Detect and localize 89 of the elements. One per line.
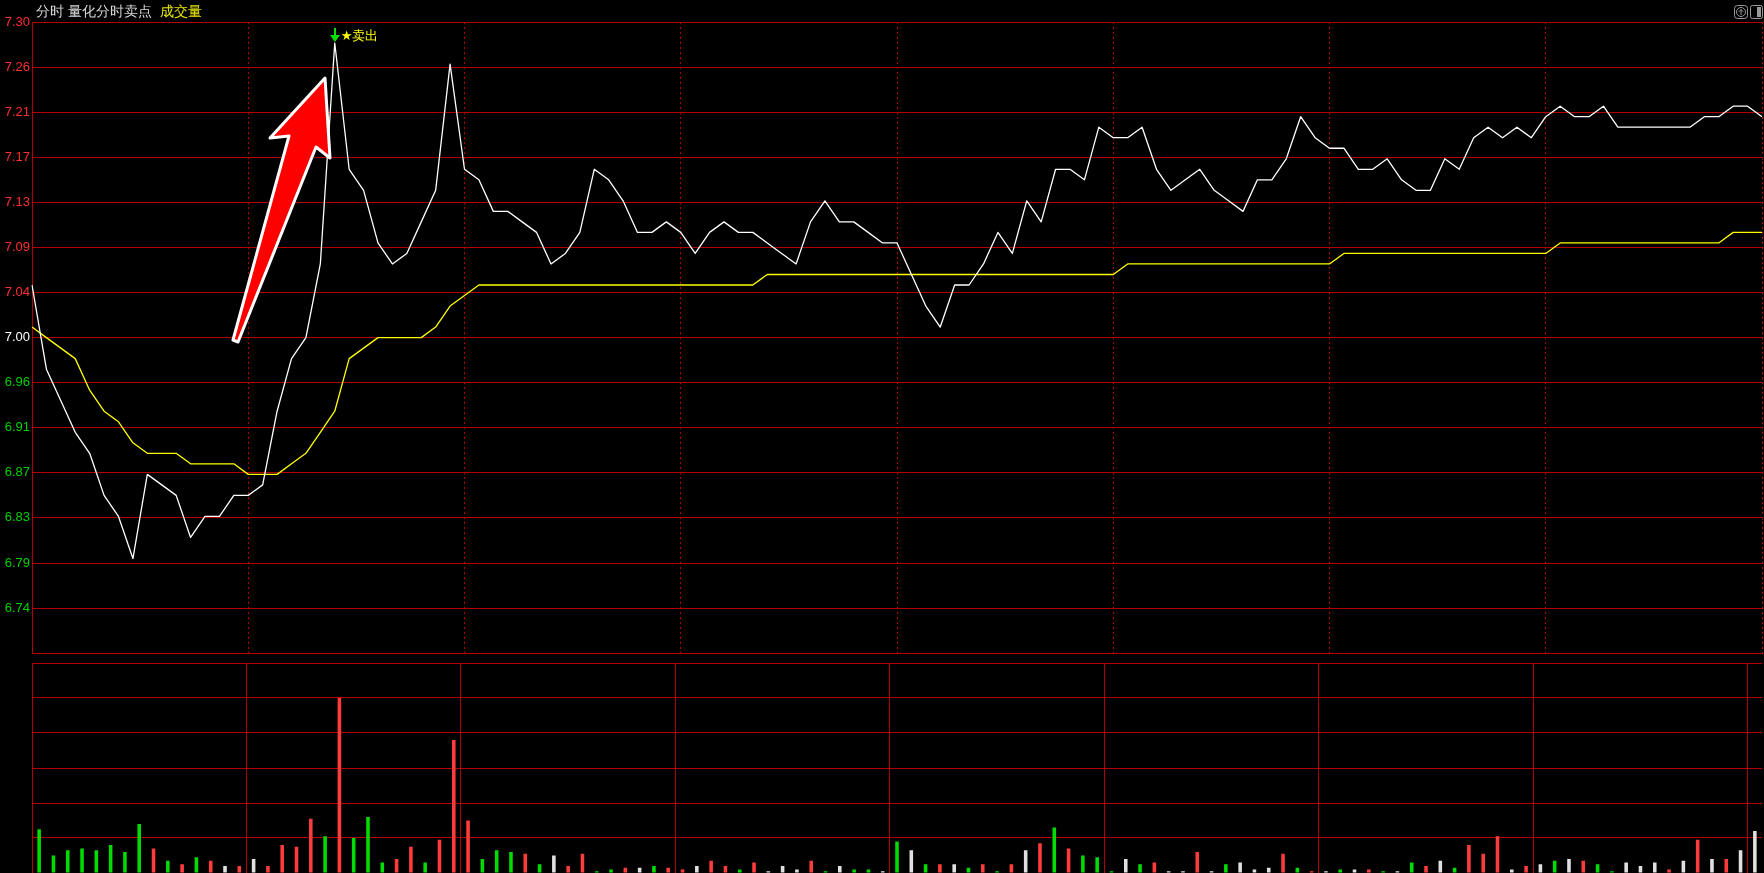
bar bbox=[80, 848, 84, 873]
chart-subtitle: 成交量 bbox=[160, 3, 202, 21]
bar bbox=[323, 836, 327, 873]
y-tick-label: 6.91 bbox=[4, 419, 30, 435]
bar bbox=[1667, 869, 1671, 873]
bar bbox=[237, 866, 242, 873]
bar bbox=[1581, 860, 1586, 873]
bar bbox=[1138, 864, 1142, 873]
y-tick-label: 7.21 bbox=[4, 103, 30, 119]
bar bbox=[895, 841, 899, 873]
bar bbox=[1524, 866, 1528, 873]
bar bbox=[123, 852, 127, 873]
y-tick-label: 7.30 bbox=[4, 13, 30, 29]
y-tick-label: 6.87 bbox=[4, 464, 30, 480]
bar bbox=[652, 866, 656, 873]
annotation: ★卖出 bbox=[340, 28, 379, 44]
bar bbox=[523, 853, 528, 873]
bar bbox=[1652, 862, 1657, 873]
bar bbox=[423, 862, 427, 873]
bar bbox=[838, 866, 842, 873]
bar bbox=[280, 845, 284, 873]
bar bbox=[852, 869, 856, 873]
bar bbox=[1753, 831, 1757, 873]
bar bbox=[1281, 853, 1285, 873]
bar bbox=[1081, 855, 1085, 873]
bar bbox=[566, 866, 570, 873]
y-tick-label: 6.74 bbox=[4, 599, 30, 615]
bar bbox=[137, 824, 142, 873]
bar bbox=[1724, 859, 1729, 873]
bar bbox=[695, 866, 699, 873]
y-tick-label: 7.04 bbox=[4, 284, 30, 300]
bar bbox=[1123, 859, 1128, 873]
bar bbox=[981, 864, 985, 873]
bar bbox=[1367, 869, 1371, 873]
bar bbox=[208, 860, 213, 873]
bar bbox=[266, 866, 270, 873]
bar bbox=[1638, 866, 1643, 873]
chart-title: 分时 量化分时卖点 bbox=[36, 3, 153, 21]
bar bbox=[609, 869, 613, 873]
bar bbox=[1095, 857, 1099, 873]
bar bbox=[166, 860, 170, 873]
bar bbox=[809, 860, 813, 873]
bar bbox=[223, 866, 227, 873]
bar bbox=[723, 866, 728, 873]
bar bbox=[451, 740, 456, 873]
bar bbox=[1624, 862, 1628, 873]
y-tick-label: 6.79 bbox=[4, 554, 30, 570]
bar bbox=[1595, 864, 1600, 873]
y-tick-label: 7.00 bbox=[4, 329, 30, 345]
bar bbox=[65, 850, 70, 873]
bar bbox=[1224, 864, 1228, 873]
bar bbox=[1338, 869, 1343, 873]
bar bbox=[1052, 827, 1057, 873]
bar bbox=[1710, 859, 1714, 873]
y-tick-label: 7.09 bbox=[4, 239, 30, 255]
bar bbox=[1038, 843, 1042, 873]
bar bbox=[537, 864, 542, 873]
bar bbox=[737, 869, 742, 873]
bar bbox=[1009, 864, 1014, 873]
bar bbox=[1467, 845, 1471, 873]
bar bbox=[1481, 853, 1485, 873]
bar bbox=[709, 860, 713, 873]
bar bbox=[938, 864, 942, 873]
bar bbox=[923, 864, 928, 873]
bar bbox=[1238, 862, 1242, 873]
bar bbox=[795, 869, 799, 873]
y-tick-label: 7.13 bbox=[4, 193, 30, 209]
y-tick-label: 7.26 bbox=[4, 58, 30, 74]
bar bbox=[309, 818, 313, 873]
bar bbox=[37, 829, 41, 873]
bar bbox=[752, 862, 756, 873]
y-tick-label: 6.96 bbox=[4, 374, 30, 390]
bar bbox=[180, 864, 184, 873]
bar bbox=[1424, 866, 1428, 873]
bar bbox=[1195, 852, 1200, 873]
bar bbox=[1567, 859, 1571, 873]
bar bbox=[552, 855, 556, 873]
y-tick-label: 7.17 bbox=[4, 148, 30, 164]
bar bbox=[366, 817, 370, 873]
bar bbox=[409, 846, 413, 873]
bar bbox=[509, 852, 513, 873]
bar bbox=[466, 820, 470, 873]
bar bbox=[952, 864, 956, 873]
bar bbox=[1538, 864, 1543, 873]
bar bbox=[1510, 869, 1514, 873]
bar bbox=[780, 866, 785, 873]
bar bbox=[1266, 867, 1271, 873]
bar bbox=[666, 867, 671, 873]
y-tick-label: 6.83 bbox=[4, 509, 30, 525]
